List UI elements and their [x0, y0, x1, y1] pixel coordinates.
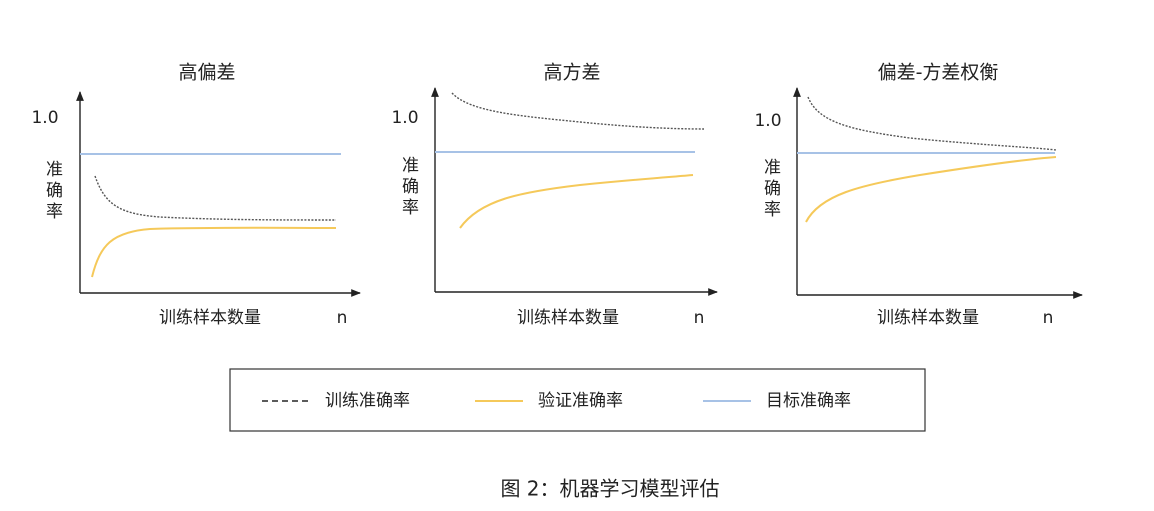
panel-high-bias: 高偏差 1.0 准确率 训练样本数量 n — [31, 62, 361, 328]
y-tick-label: 1.0 — [754, 111, 781, 131]
y-tick-label: 1.0 — [31, 108, 58, 128]
val-curve — [459, 174, 694, 229]
x-axis-end: n — [337, 308, 348, 328]
panel-high-variance: 高方差 1.0 准确率 训练样本数量 n — [391, 62, 718, 328]
val-curve — [805, 156, 1057, 223]
x-axis-label: 训练样本数量 — [877, 308, 979, 328]
y-tick-label: 1.0 — [391, 108, 418, 128]
x-axis-label: 训练样本数量 — [159, 308, 261, 328]
panel-title: 偏差-方差权衡 — [878, 62, 999, 84]
legend-label: 训练准确率 — [325, 391, 410, 411]
panel-title: 高方差 — [543, 62, 600, 84]
train-curve — [451, 92, 705, 130]
y-axis-label: 准确率 — [42, 160, 63, 223]
legend-label: 目标准确率 — [766, 391, 851, 411]
x-axis-end: n — [1043, 308, 1054, 328]
caption: 图 2：机器学习模型评估 — [500, 477, 719, 501]
train-curve — [94, 175, 337, 221]
legend-label: 验证准确率 — [538, 391, 623, 411]
val-curve — [91, 226, 337, 278]
x-axis-label: 训练样本数量 — [517, 308, 619, 328]
legend: 训练准确率 验证准确率 目标准确率 — [229, 368, 926, 432]
y-axis-label: 准确率 — [398, 156, 419, 219]
panel-tradeoff: 偏差-方差权衡 1.0 准确率 训练样本数量 n — [754, 62, 1083, 328]
y-axis-label: 准确率 — [760, 158, 781, 221]
legend-box — [229, 368, 926, 432]
train-curve — [807, 96, 1057, 151]
panel-title: 高偏差 — [178, 62, 235, 84]
x-axis-end: n — [694, 308, 705, 328]
